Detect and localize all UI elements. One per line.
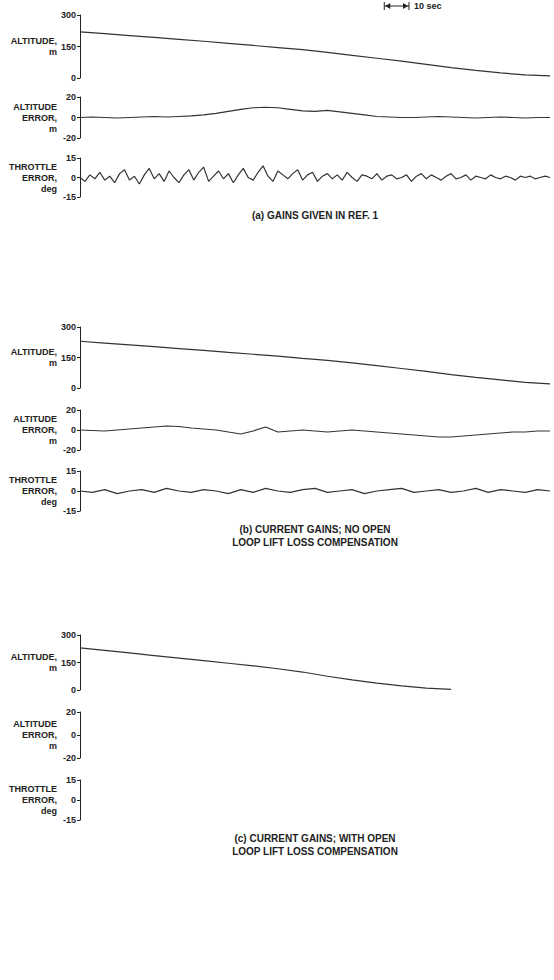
svg-text:-15: -15 — [63, 506, 76, 516]
svg-text:0: 0 — [71, 685, 76, 695]
svg-text:m: m — [49, 663, 57, 673]
svg-text:m: m — [49, 436, 57, 446]
svg-text:300: 300 — [61, 322, 76, 332]
svg-text:THROTTLE: THROTTLE — [9, 475, 57, 485]
svg-text:-20: -20 — [63, 753, 76, 763]
svg-text:ERROR,: ERROR, — [22, 795, 57, 805]
svg-text:ERROR,: ERROR, — [22, 486, 57, 496]
svg-text:0: 0 — [71, 73, 76, 83]
svg-text:deg: deg — [41, 184, 57, 194]
svg-text:ERROR,: ERROR, — [22, 730, 57, 740]
svg-text:ERROR,: ERROR, — [22, 173, 57, 183]
svg-text:150: 150 — [61, 42, 76, 52]
svg-text:deg: deg — [41, 806, 57, 816]
svg-text:ALTITUDE,: ALTITUDE, — [11, 36, 57, 46]
svg-text:(b) CURRENT GAINS; NO OPEN: (b) CURRENT GAINS; NO OPEN — [239, 524, 390, 535]
svg-text:-15: -15 — [63, 192, 76, 202]
svg-text:-15: -15 — [63, 815, 76, 825]
svg-text:20: 20 — [66, 707, 76, 717]
svg-text:300: 300 — [61, 10, 76, 20]
svg-text:300: 300 — [61, 630, 76, 640]
svg-text:ALTITUDE,: ALTITUDE, — [11, 347, 57, 357]
svg-text:0: 0 — [71, 425, 76, 435]
svg-text:10 sec: 10 sec — [414, 1, 442, 11]
svg-text:-20: -20 — [63, 133, 76, 143]
svg-text:150: 150 — [61, 353, 76, 363]
svg-text:ALTITUDE: ALTITUDE — [13, 414, 57, 424]
svg-text:ALTITUDE,: ALTITUDE, — [11, 652, 57, 662]
svg-text:LOOP LIFT LOSS COMPENSATION: LOOP LIFT LOSS COMPENSATION — [232, 846, 398, 857]
svg-text:THROTTLE: THROTTLE — [9, 784, 57, 794]
svg-text:0: 0 — [71, 795, 76, 805]
svg-text:15: 15 — [66, 153, 76, 163]
svg-text:ALTITUDE: ALTITUDE — [13, 719, 57, 729]
svg-text:ERROR,: ERROR, — [22, 425, 57, 435]
svg-text:20: 20 — [66, 92, 76, 102]
svg-text:0: 0 — [71, 113, 76, 123]
svg-text:0: 0 — [71, 730, 76, 740]
svg-text:150: 150 — [61, 658, 76, 668]
svg-text:m: m — [49, 358, 57, 368]
svg-text:20: 20 — [66, 405, 76, 415]
svg-text:0: 0 — [71, 173, 76, 183]
svg-text:0: 0 — [71, 486, 76, 496]
svg-text:ERROR,: ERROR, — [22, 113, 57, 123]
svg-text:THROTTLE: THROTTLE — [9, 162, 57, 172]
svg-text:(c) CURRENT GAINS; WITH OPEN: (c) CURRENT GAINS; WITH OPEN — [234, 833, 395, 844]
svg-text:m: m — [49, 124, 57, 134]
svg-text:LOOP LIFT LOSS COMPENSATION: LOOP LIFT LOSS COMPENSATION — [232, 537, 398, 548]
svg-text:15: 15 — [66, 775, 76, 785]
svg-text:m: m — [49, 47, 57, 57]
svg-text:(a) GAINS GIVEN IN REF. 1: (a) GAINS GIVEN IN REF. 1 — [252, 210, 379, 221]
svg-text:m: m — [49, 741, 57, 751]
svg-text:0: 0 — [71, 383, 76, 393]
svg-text:ALTITUDE: ALTITUDE — [13, 102, 57, 112]
svg-text:15: 15 — [66, 466, 76, 476]
svg-text:-20: -20 — [63, 445, 76, 455]
svg-text:deg: deg — [41, 497, 57, 507]
